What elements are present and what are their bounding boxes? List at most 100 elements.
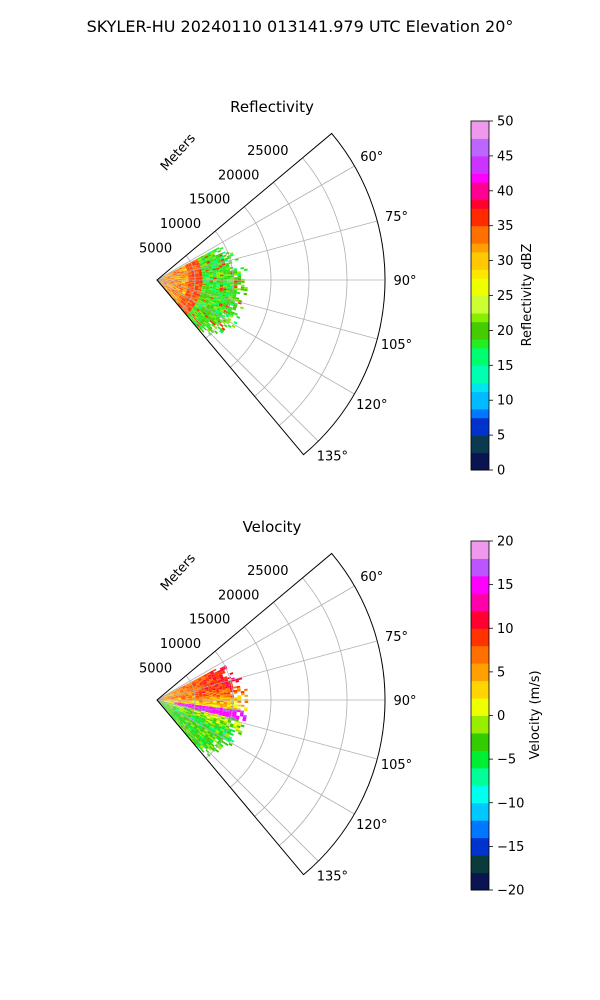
radar-cell (215, 749, 220, 753)
radar-cell (209, 706, 213, 709)
radar-cell (181, 712, 186, 715)
radar-cell (230, 275, 235, 278)
radar-cell (202, 284, 206, 287)
radar-cell (225, 714, 229, 718)
colorbar-segment (471, 715, 489, 725)
range-ring (205, 230, 234, 339)
radar-cell (196, 308, 200, 312)
radar-cell (201, 271, 206, 274)
radar-cell (232, 716, 236, 719)
radar-cell (197, 317, 202, 321)
radar-cell (163, 702, 167, 704)
radar-cell (176, 288, 180, 291)
radar-cell (170, 282, 175, 284)
colorbar-segment (471, 391, 489, 401)
radar-cell (191, 260, 195, 263)
radar-cell (208, 741, 213, 745)
radar-cell (172, 270, 176, 273)
radar-cell (199, 321, 203, 325)
radar-cell (163, 280, 168, 282)
radar-cell (181, 696, 185, 698)
radar-cell (227, 729, 232, 733)
radar-cell (205, 689, 209, 692)
radar-cell (212, 735, 217, 739)
radar-cell (231, 729, 236, 733)
radar-cell (206, 701, 210, 703)
radar-cell (202, 297, 206, 301)
azimuth-gridline (156, 699, 355, 815)
colorbar-segment (471, 182, 489, 192)
radar-cell (209, 670, 214, 674)
radar-cell (238, 730, 243, 734)
radar-cell (180, 706, 184, 709)
radar-cell (191, 318, 195, 323)
radar-cell (202, 282, 206, 284)
radar-cell (166, 704, 170, 706)
radar-cell (211, 254, 216, 257)
radar-cell (206, 305, 211, 308)
radar-cell (200, 684, 204, 687)
radar-cell (192, 307, 197, 311)
radar-cell (219, 270, 224, 273)
radar-cell (194, 679, 199, 682)
radar-cell (176, 287, 181, 289)
radar-cell (172, 707, 176, 710)
radar-cell (207, 327, 212, 331)
radar-cell (198, 288, 202, 290)
radar-cell (167, 277, 171, 279)
radar-cell (192, 293, 197, 296)
reflectivity-radar-field (157, 246, 248, 336)
figure-title: SKYLER-HU 20240110 013141.979 UTC Elevat… (87, 17, 514, 36)
radar-cell (186, 710, 191, 713)
radar-cell (204, 290, 209, 293)
radar-cell (179, 301, 183, 305)
radar-cell (198, 707, 202, 709)
radar-cell (201, 269, 206, 272)
radar-cell (206, 280, 210, 282)
radar-cell (201, 709, 205, 712)
radar-cell (198, 283, 203, 285)
radar-cell (191, 723, 196, 726)
velocity-title: Velocity (243, 518, 302, 536)
radar-cell (233, 686, 237, 689)
radar-cell (209, 694, 213, 696)
radar-cell (173, 705, 178, 707)
radar-cell (183, 269, 187, 271)
radar-cell (202, 259, 206, 262)
radar-cell (205, 708, 209, 710)
colorbar-segment (471, 452, 489, 462)
radar-cell (167, 697, 171, 699)
radar-cell (163, 698, 168, 699)
radar-cell (182, 308, 186, 312)
radar-cell (208, 707, 213, 710)
radar-cell (171, 709, 175, 712)
radar-cell (211, 712, 216, 714)
colorbar-tick-label: 25 (497, 289, 514, 304)
radar-cell (169, 705, 173, 708)
radar-cell (172, 690, 176, 693)
radar-cell (219, 267, 223, 270)
radar-cell (214, 671, 218, 675)
radar-cell (178, 701, 182, 702)
radar-cell (160, 698, 164, 700)
radar-cell (188, 695, 192, 697)
radar-cell (170, 275, 175, 277)
radar-cell (200, 314, 204, 318)
radar-cell (199, 723, 204, 726)
radar-cell (239, 714, 244, 717)
radar-cell (200, 308, 204, 312)
radar-cell (176, 288, 180, 290)
radar-cell (205, 269, 209, 272)
radar-cell (211, 687, 216, 690)
radar-cell (205, 693, 210, 695)
radar-cell (185, 700, 189, 701)
radar-cell (223, 324, 228, 328)
radar-cell (192, 313, 196, 317)
radar-cell (190, 315, 194, 319)
radar-cell (187, 723, 191, 727)
radar-cell (195, 744, 199, 749)
radar-cell (206, 252, 211, 255)
radar-cell (180, 273, 185, 275)
radar-cell (167, 701, 171, 703)
radar-cell (180, 285, 185, 287)
